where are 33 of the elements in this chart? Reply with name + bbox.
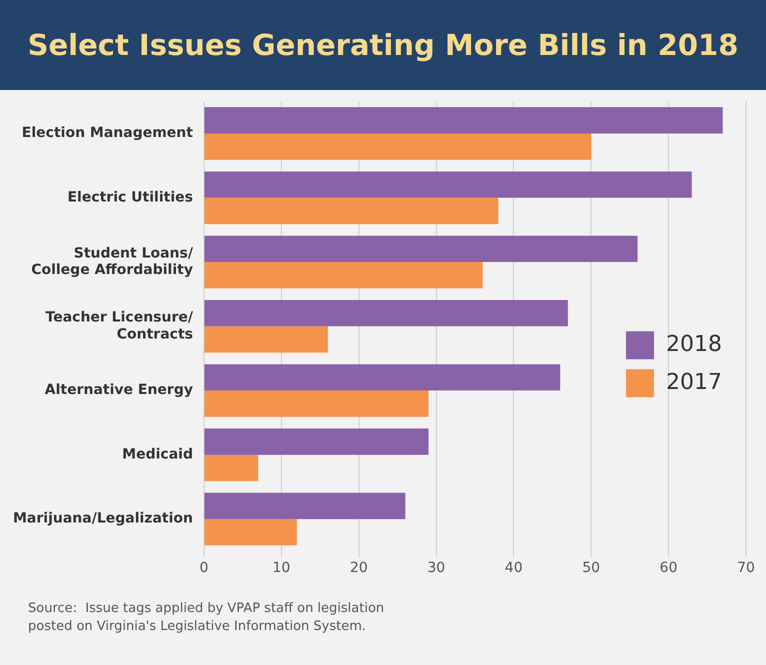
y-tick-label: Teacher Licensure/ Contracts — [46, 310, 194, 342]
x-tick-label: 70 — [737, 560, 755, 576]
x-tick-label: 30 — [427, 560, 446, 576]
bar — [204, 300, 568, 326]
y-tick-label: Marijuana/Legalization — [12, 510, 193, 527]
bar — [204, 198, 498, 224]
bar — [204, 326, 328, 353]
bar — [204, 390, 429, 417]
chart-title: Select Issues Generating More Bills in 2018 — [0, 0, 766, 90]
x-tick-label: 20 — [350, 560, 368, 576]
bar — [204, 262, 483, 288]
bar — [204, 454, 258, 482]
bar — [204, 134, 592, 160]
x-tick-label: 40 — [504, 560, 523, 576]
bar — [204, 364, 560, 391]
y-tick-label: Student Loans/ College Affordability — [31, 245, 194, 278]
bar — [204, 428, 429, 455]
bar — [204, 519, 297, 546]
bar — [204, 492, 406, 520]
y-tick-label: Electric Utilities — [67, 189, 193, 206]
x-tick-label: 10 — [272, 560, 290, 576]
y-tick-label: Election Management — [22, 125, 194, 142]
legend-label: 2018 — [666, 332, 722, 358]
x-tick-label: 50 — [582, 560, 600, 576]
source-note: Source: Issue tags applied by VPAP staff on legislation posted on Virginia's Legislative Information System. — [28, 600, 384, 636]
y-tick-label: Medicaid — [122, 446, 193, 462]
x-tick-label: 60 — [660, 560, 678, 576]
legend-label: 2017 — [666, 370, 722, 396]
bar — [204, 171, 692, 198]
y-tick-label: Alternative Energy — [44, 382, 193, 398]
x-tick-label: 0 — [200, 560, 208, 576]
bar — [204, 107, 723, 134]
bar — [204, 236, 638, 262]
